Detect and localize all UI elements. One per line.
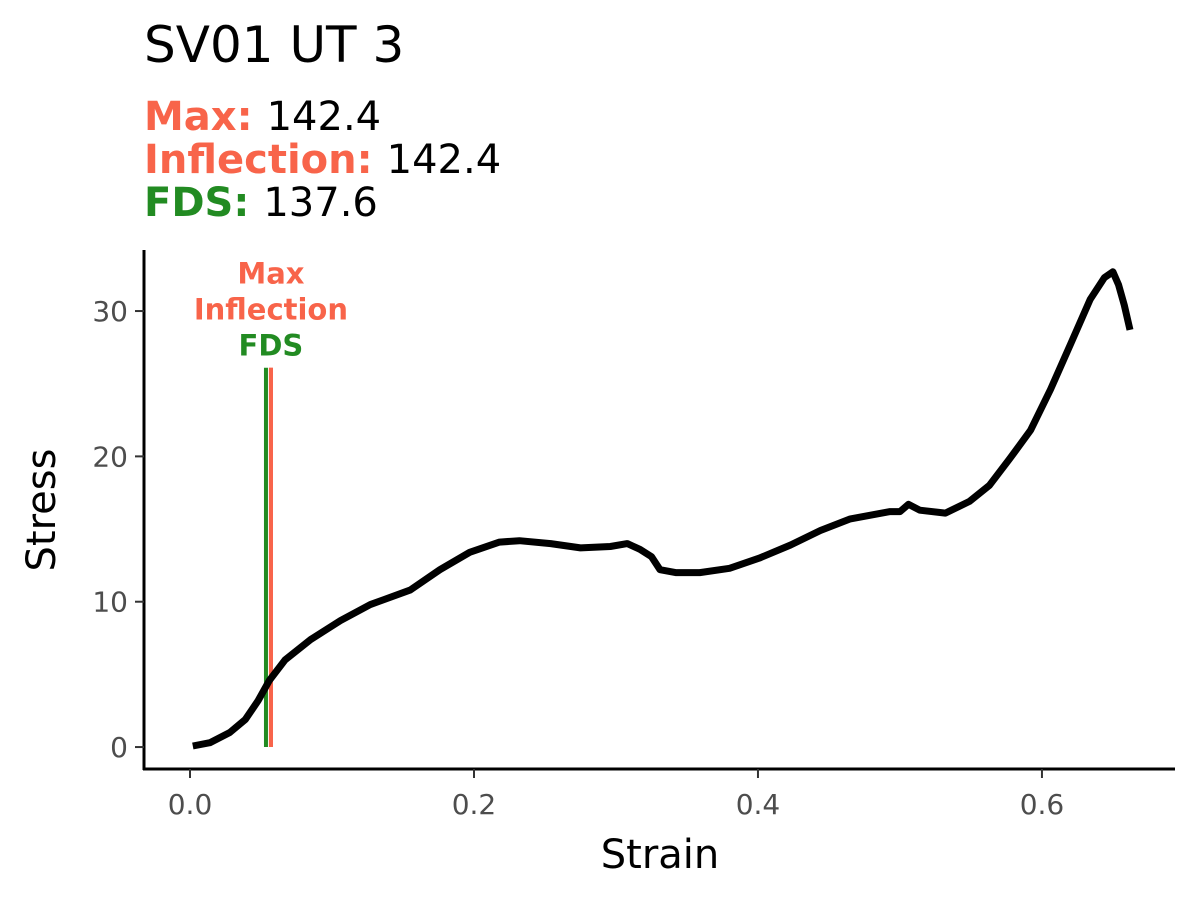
y-axis-title: Stress xyxy=(19,449,65,572)
x-tick-label: 0.6 xyxy=(1020,788,1065,821)
data-line xyxy=(192,268,1134,750)
chart-title: SV01 UT 3 xyxy=(144,16,404,74)
subtitle-line: Inflection: 142.4 xyxy=(144,137,501,183)
y-tick-label: 20 xyxy=(92,440,128,473)
subtitle-value: 137.6 xyxy=(263,180,378,226)
subtitle-name: FDS: xyxy=(144,180,249,226)
marker-label: FDS xyxy=(239,329,304,363)
subtitle-value: 142.4 xyxy=(387,137,502,183)
subtitle-name: Max: xyxy=(144,94,253,140)
subtitle-name: Inflection: xyxy=(144,137,373,183)
marker-label: Inflection xyxy=(194,293,348,327)
y-tick-label: 30 xyxy=(92,295,128,328)
subtitle-value: 142.4 xyxy=(267,94,382,140)
subtitle-line: Max: 142.4 xyxy=(144,94,381,140)
y-tick-label: 10 xyxy=(92,586,128,619)
subtitle-line: FDS: 137.6 xyxy=(144,180,378,226)
x-tick-label: 0.0 xyxy=(168,788,213,821)
y-tick-label: 0 xyxy=(110,731,128,764)
x-tick-label: 0.2 xyxy=(452,788,497,821)
x-axis-title: Strain xyxy=(601,832,720,878)
x-tick-label: 0.4 xyxy=(736,788,781,821)
marker-label: Max xyxy=(237,257,304,291)
